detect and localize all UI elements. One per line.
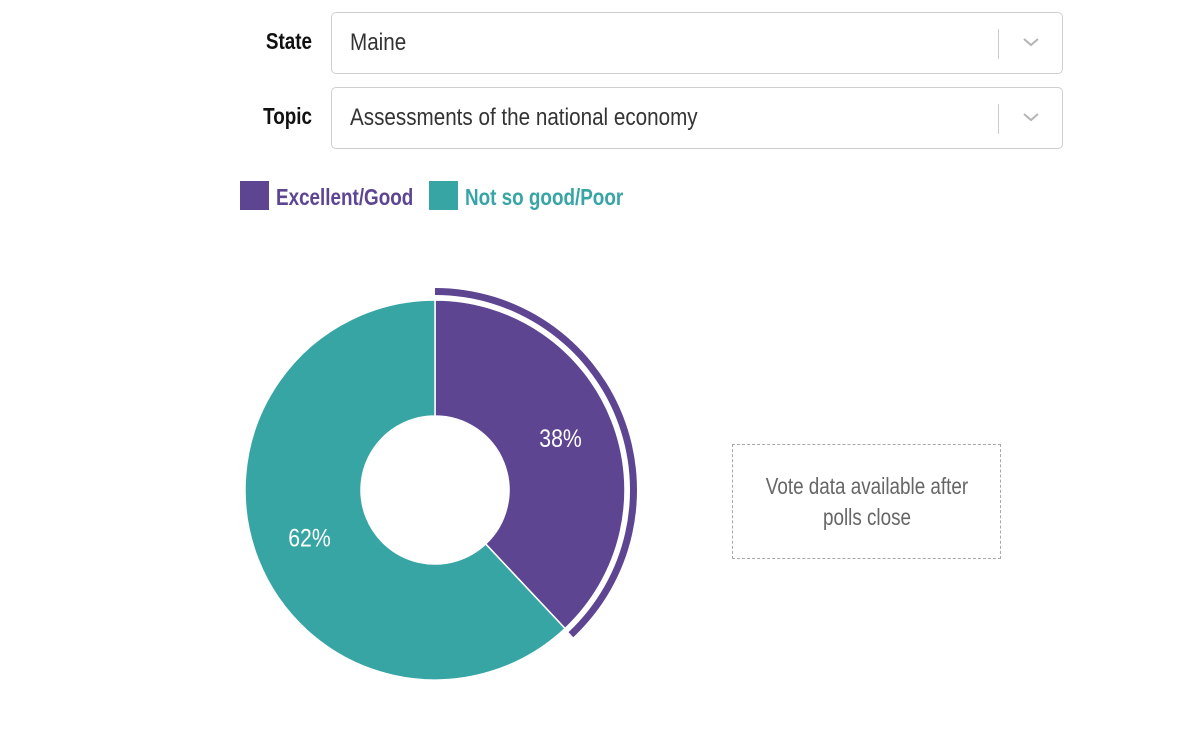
state-select[interactable]: Maine [331, 12, 1063, 74]
donut-label-excellent-good: 38% [539, 424, 582, 452]
legend-swatch [429, 181, 458, 210]
legend-swatch [240, 181, 269, 210]
donut-slice-not-so-good-poor[interactable] [244, 299, 567, 681]
chevron-down-icon[interactable] [1022, 35, 1040, 49]
topic-select[interactable]: Assessments of the national economy [331, 87, 1063, 149]
donut-label-not-so-good-poor: 62% [288, 524, 331, 552]
select-separator [998, 29, 999, 59]
select-separator [998, 104, 999, 134]
legend-label: Not so good/Poor [465, 184, 624, 210]
donut-slice-excellent-good[interactable] [434, 299, 626, 630]
state-select-value: Maine [350, 29, 407, 56]
chevron-down-icon[interactable] [1022, 110, 1040, 124]
topic-select-value: Assessments of the national economy [350, 104, 698, 131]
state-label: State [265, 28, 312, 54]
legend-label: Excellent/Good [276, 184, 414, 210]
topic-label: Topic [263, 103, 312, 129]
vote-data-placeholder: Vote data available after polls close [732, 444, 1001, 559]
donut-chart: 38% 62% [244, 288, 637, 681]
vote-data-text: Vote data available after polls close [765, 472, 968, 530]
